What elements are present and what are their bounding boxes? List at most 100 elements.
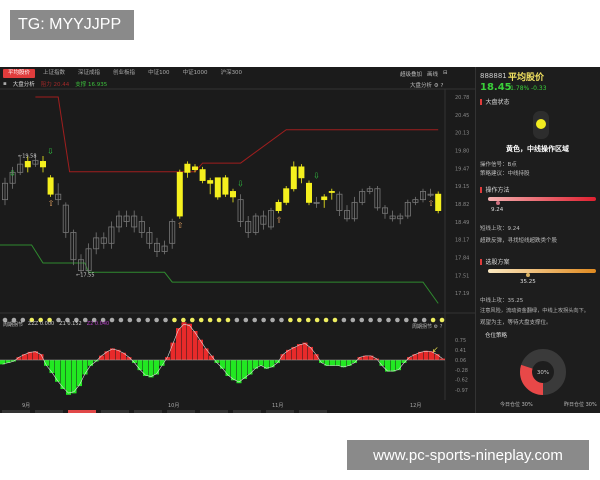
candle-body [214, 177, 221, 198]
kline-chart[interactable]: 20.78 20.45 20.13 19.80 19.47 19.15 18.82 18.49… [0, 67, 475, 413]
tab-1[interactable]: 上证指数 [43, 70, 66, 76]
position-donut: 30% [520, 349, 566, 395]
bottom-tab [35, 410, 63, 413]
indicator-tick: -0.62 [455, 378, 468, 384]
sell-arrow-icon: ⇩ [237, 180, 244, 189]
candle-body [404, 201, 411, 217]
histogram-bar [110, 348, 115, 360]
histogram-bar [390, 360, 396, 372]
candle-body [237, 199, 244, 222]
histogram-bar [319, 360, 324, 363]
indicator-z2: Z2 0.040 [86, 321, 110, 327]
candle-body [359, 191, 366, 203]
tab-0[interactable]: 平均股价 [3, 69, 36, 78]
candle-body [85, 248, 92, 272]
price-tick: 17.19 [455, 291, 469, 297]
histogram-bar [346, 360, 352, 366]
histogram-bar [121, 352, 126, 360]
watermark-text: TG: MYYJJPP [18, 16, 122, 33]
today-label: 今日仓位 [500, 402, 521, 408]
today-position: 今日仓位 30% [500, 401, 533, 408]
indicator-right-label: 周期拐节 [412, 324, 433, 330]
help-icon[interactable]: ? [440, 83, 444, 89]
histogram-bar [275, 360, 280, 363]
month-label: 9月 [22, 403, 30, 409]
histogram-bar [253, 360, 258, 369]
sell-arrow-icon: ⇩ [313, 172, 320, 181]
signal-dot [270, 317, 275, 323]
signal-dot [65, 317, 70, 323]
signal-dot [404, 317, 409, 323]
tab-3[interactable]: 创业板指 [113, 70, 136, 76]
price-tick: 20.45 [455, 113, 469, 119]
histogram-bar [77, 360, 82, 387]
window-icon[interactable]: ⊟ [443, 70, 448, 76]
signal-dot [38, 317, 43, 323]
candle-body [229, 191, 236, 198]
collapse-icon[interactable]: ▪ [3, 81, 7, 87]
overlay-button[interactable]: 超级叠加 [400, 72, 423, 78]
signal-dot [377, 317, 382, 323]
bottom-tab [68, 410, 96, 413]
candle-body [427, 193, 434, 196]
settings-icon[interactable]: ⚙ [433, 83, 439, 89]
yesterday-label: 昨日仓位 [564, 402, 585, 408]
signal-dot [29, 317, 35, 323]
tab-5[interactable]: 中证1000 [182, 70, 208, 76]
histogram-bar [22, 354, 27, 360]
signal-dot [359, 317, 365, 323]
histogram-bar [49, 360, 55, 374]
histogram-bar [352, 360, 357, 363]
candle-body [267, 210, 274, 228]
candle-body [191, 166, 198, 171]
signal-dot [172, 317, 177, 323]
price-tick: 17.84 [455, 256, 469, 262]
yesterday-position: 昨日仓位 30% [564, 401, 597, 408]
stock-change: -0.33 [531, 85, 547, 92]
candle-body [176, 171, 183, 217]
subheader-label: 大盘分析 [12, 82, 35, 88]
help-icon[interactable]: ? [439, 324, 443, 330]
candle-body [32, 159, 39, 165]
bottom-tab [167, 410, 195, 413]
pick-bar [488, 269, 596, 273]
stock-name: 平均股价 [508, 73, 545, 83]
histogram-bar [137, 360, 143, 371]
tab-2[interactable]: 深证成指 [78, 70, 101, 76]
signal-dot [421, 317, 427, 323]
candle-body [131, 215, 138, 228]
stock-pct: -1.78% [508, 85, 530, 92]
chart-toolbar: 超级叠加 画线 ⊟ [400, 70, 448, 78]
donut-fill [520, 349, 566, 395]
histogram-bar [33, 351, 38, 360]
signal-dot [252, 317, 258, 323]
buy-arrow-icon: ⇧ [276, 215, 283, 224]
signal-dot [163, 317, 168, 323]
price-tick: 19.80 [455, 149, 469, 155]
index-tabs: 平均股价 上证指数 深证成指 创业板指 中证100 中证1000 沪深300 [3, 69, 247, 78]
histogram-bar [242, 360, 247, 379]
position-title: 仓位策略 [485, 333, 508, 339]
annotation-arrow-icon: ↙ [432, 345, 439, 354]
histogram-bar [236, 360, 242, 384]
signal-dot [350, 317, 356, 323]
tab-4[interactable]: 中证100 [148, 70, 170, 76]
histogram-bar [176, 328, 181, 360]
stock-price: 18.45 [480, 82, 512, 93]
price-tick: 18.49 [455, 220, 469, 226]
settings-icon[interactable]: ⚙ [433, 324, 439, 330]
candle-body [138, 221, 145, 233]
candle-body [100, 237, 107, 244]
signal-dot [207, 317, 213, 323]
signal-dot [234, 317, 240, 323]
candle-body [169, 221, 176, 244]
signal-dot [225, 317, 231, 323]
histogram-bar [214, 360, 220, 363]
buy-arrow-icon: ⇧ [428, 199, 435, 208]
histogram-bar [330, 360, 335, 366]
draw-button[interactable]: 画线 [427, 72, 439, 78]
support-value: 支撑 16.935 [75, 82, 108, 88]
tab-6[interactable]: 沪深300 [220, 70, 243, 76]
watermark-text: www.pc-sports-nineplay.com [373, 446, 563, 464]
indicator-tick: -0.28 [455, 368, 468, 374]
